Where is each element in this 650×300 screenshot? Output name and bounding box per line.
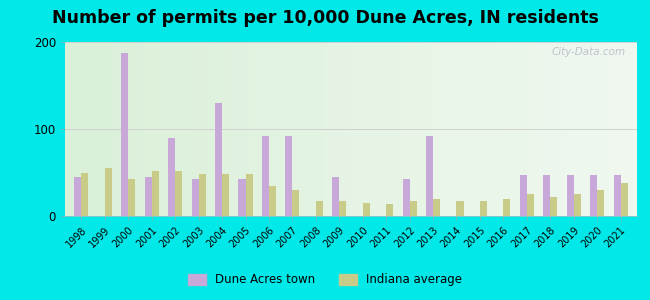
Bar [402,179,410,216]
Bar [410,201,417,216]
Bar [176,171,182,216]
Bar [543,175,551,216]
Bar [74,177,81,216]
Bar [285,136,293,216]
Bar [81,172,88,216]
Bar [269,185,276,216]
Bar [222,174,229,216]
Bar [433,199,440,216]
Bar [316,201,323,216]
Legend: Dune Acres town, Indiana average: Dune Acres town, Indiana average [183,269,467,291]
Bar [480,201,487,216]
Bar [386,204,393,216]
Bar [192,179,199,216]
Bar [151,171,159,216]
Bar [168,138,176,216]
Bar [526,194,534,216]
Text: Number of permits per 10,000 Dune Acres, IN residents: Number of permits per 10,000 Dune Acres,… [51,9,599,27]
Bar [332,177,339,216]
Bar [621,183,628,216]
Bar [128,179,135,216]
Bar [363,203,370,216]
Bar [551,197,557,216]
Bar [426,136,433,216]
Bar [199,174,205,216]
Bar [520,175,526,216]
Text: City-Data.com: City-Data.com [551,47,625,57]
Bar [503,199,510,216]
Bar [339,201,346,216]
Bar [122,53,128,216]
Bar [246,174,253,216]
Bar [105,168,112,216]
Bar [215,103,222,216]
Bar [292,190,300,216]
Bar [456,201,463,216]
Bar [590,175,597,216]
Bar [145,177,151,216]
Bar [239,179,246,216]
Bar [597,190,604,216]
Bar [574,194,580,216]
Bar [262,136,269,216]
Bar [567,175,574,216]
Bar [614,175,621,216]
